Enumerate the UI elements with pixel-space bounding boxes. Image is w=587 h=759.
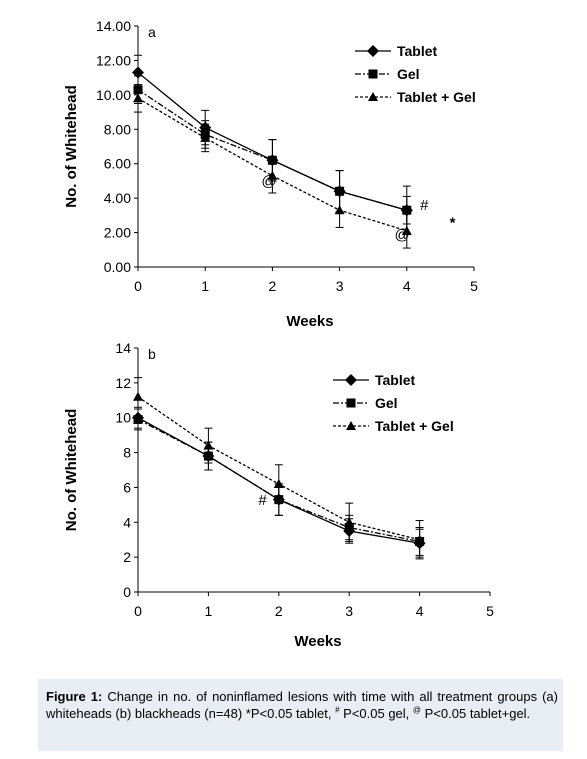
panel-a-y-tick-label: 4.00 xyxy=(104,190,131,206)
panel-b-x-axis-title: Weeks xyxy=(294,633,341,650)
panel-a-x-axis-title: Weeks xyxy=(286,313,333,330)
panel-a-x-tick-label: 4 xyxy=(403,278,411,294)
panel-b-series-gel-point xyxy=(133,414,143,424)
panel-b-x-tick-label: 3 xyxy=(345,603,353,619)
caption-label: Figure 1: xyxy=(46,689,103,704)
panel-b-x-tick-label: 5 xyxy=(486,603,494,619)
caption-text-2: P<0.05 gel, xyxy=(339,706,413,721)
panel-b-series-gel-line xyxy=(137,418,420,543)
panel-b-series-tablet-gel-point xyxy=(203,440,214,450)
panel-b-series-tablet-gel-point xyxy=(133,391,143,401)
panel-b-y-tick-label: 14 xyxy=(115,340,131,356)
panel-a-annotation: # xyxy=(420,197,429,214)
panel-b-series-tablet-gel-point xyxy=(273,478,284,488)
panel-a-label: a xyxy=(148,24,156,40)
panel-a-series-tablet-gel-point xyxy=(334,205,345,215)
panel-a-y-tick-label: 2.00 xyxy=(104,225,131,241)
panel-b-x-tick-label: 1 xyxy=(205,603,213,619)
panel-b-series-gel-legend-marker xyxy=(346,398,356,408)
panel-a-x-tick-label: 0 xyxy=(134,278,142,294)
panel-b-series-tablet-legend-label: Tablet xyxy=(375,372,416,388)
caption-box xyxy=(38,679,563,751)
panel-a-series-gel-point xyxy=(402,205,412,215)
caption-sup-at: @ xyxy=(412,705,422,715)
panel-a-series-tablet-gel-point xyxy=(267,170,278,180)
panel-a-y-tick-label: 10.00 xyxy=(96,87,131,103)
panel-a-y-axis-title: No. of Whitehead xyxy=(63,85,80,208)
panel-a-annotation: @ xyxy=(394,226,409,243)
panel-b-y-tick-label: 0 xyxy=(123,584,131,600)
caption-text: Change in no. of noninflamed lesions wit… xyxy=(46,689,558,721)
panel-b-series-tablet-gel-legend-marker xyxy=(346,421,356,430)
panel-b-y-tick-label: 4 xyxy=(123,514,131,530)
panel-a-x-tick-label: 3 xyxy=(336,278,344,294)
panel-b-series-tablet-gel-point xyxy=(414,534,425,544)
panel-a-y-tick-label: 8.00 xyxy=(104,121,131,137)
panel-a-series-tablet-legend-marker xyxy=(367,45,379,57)
panel-b-y-tick-label: 12 xyxy=(115,375,131,391)
panel-b-series-tablet-gel-legend-label: Tablet + Gel xyxy=(375,418,454,434)
panel-a-y-tick-label: 14.00 xyxy=(96,18,131,34)
panel-b-x-tick-label: 0 xyxy=(134,603,142,619)
panel-b-y-axis-title: No. of Whitehead xyxy=(63,409,80,532)
caption-text-3: P<0.05 tablet+gel. xyxy=(421,706,531,721)
panel-b-y-tick-label: 8 xyxy=(123,445,131,461)
panel-a-series-tablet-gel-point xyxy=(401,225,412,235)
panel-b-series-gel-legend-label: Gel xyxy=(375,395,398,411)
panel-a-x-tick-label: 1 xyxy=(201,278,209,294)
panel-b-y-tick-label: 6 xyxy=(123,479,131,495)
panel-b-annotation: # xyxy=(258,492,267,509)
panel-b-series-tablet-gel-point xyxy=(344,517,355,527)
panel-a-series-tablet-legend-label: Tablet xyxy=(397,43,438,59)
panel-a-series-tablet-gel-legend-label: Tablet + Gel xyxy=(397,89,476,105)
panel-a-x-tick-label: 2 xyxy=(269,278,277,294)
panel-a-series-gel-point xyxy=(335,186,345,196)
caption-sup-hash: # xyxy=(335,705,340,715)
panel-a-y-tick-label: 0.00 xyxy=(104,259,131,275)
panel-a-x-tick-label: 5 xyxy=(470,278,478,294)
panel-b-y-tick-label: 2 xyxy=(123,549,131,565)
panel-a-y-tick-label: 12.00 xyxy=(96,52,131,68)
panel-b-label: b xyxy=(148,346,156,362)
panel-a-series-gel-legend-marker xyxy=(368,69,378,79)
panel-a-y-tick-label: 6.00 xyxy=(104,156,131,172)
figure-caption: Figure 1: Change in no. of noninflamed l… xyxy=(46,688,558,722)
panel-b-x-tick-label: 2 xyxy=(275,603,283,619)
panel-b-y-tick-label: 10 xyxy=(115,410,131,426)
panel-a-annotation: * xyxy=(450,214,456,231)
panel-b-series-tablet-legend-marker xyxy=(345,374,357,386)
panel-a-series-tablet-gel-point xyxy=(133,93,143,103)
panel-a-series-tablet-gel-point xyxy=(200,132,211,142)
panel-b-x-tick-label: 4 xyxy=(416,603,424,619)
panel-a-series-tablet-gel-legend-marker xyxy=(368,92,378,101)
panel-a-series-gel-legend-label: Gel xyxy=(397,66,420,82)
panel-a-annotation: @ xyxy=(261,173,276,190)
